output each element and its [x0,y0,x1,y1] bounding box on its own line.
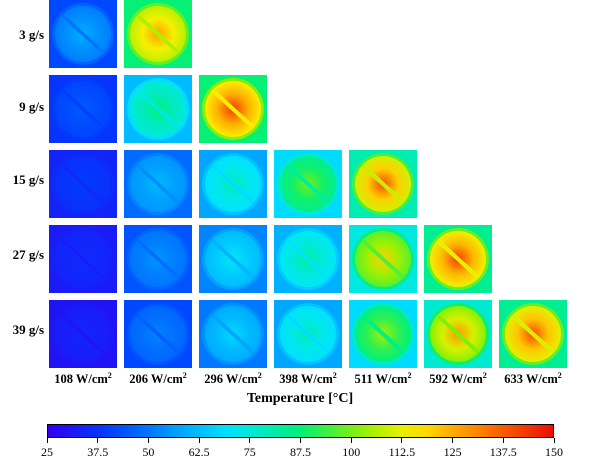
column-label-value: 108 W/cm [54,372,108,386]
colorbar-tick-label: 37.5 [87,445,109,459]
colorbar-tick [147,438,149,443]
thermal-tile [424,225,492,293]
thermal-tile [124,225,192,293]
row-label: 39 g/s [12,322,44,337]
tile-gap-core [285,238,331,280]
colorbar-tick [97,438,99,443]
column-label-value: 398 W/cm [279,372,333,386]
tile-gap-core [360,163,406,205]
thermal-map-grid: 3 g/s 9 g/s 15 g/s 27 g/s 39 g/s 108 W/cm2 206… [12,0,571,387]
colorbar-tick [452,438,454,443]
thermal-tile [424,300,492,368]
tile-gap-core [135,163,181,205]
column-label-exponent: 2 [407,371,412,380]
row-label: 27 g/s [12,247,44,262]
thermal-tile [124,0,192,68]
thermal-tile [349,300,417,368]
colorbar-tick [401,438,403,443]
tile-gap-core [285,313,331,355]
column-label-exponent: 2 [107,371,112,380]
colorbar-tick-label: 25 [41,445,53,459]
tile-gap-core [360,313,406,355]
column-label-value: 633 W/cm [504,372,558,386]
column-label-value: 511 W/cm [354,372,408,386]
tile-gap-core [510,313,556,355]
column-label: 398 W/cm2 [270,371,346,387]
colorbar [47,424,554,438]
colorbar-title: Temperature [°C] [246,391,354,406]
thermal-tile [274,300,342,368]
thermal-tile [274,150,342,218]
tile-gap-core [135,13,181,55]
thermal-tile [49,0,117,68]
colorbar-tick [46,438,48,443]
column-label-exponent: 2 [257,371,262,380]
column-label: 108 W/cm2 [45,371,121,387]
tile-gap-core [60,88,106,130]
tile-gap-core [60,313,106,355]
colorbar-tick-label: 87.5 [290,445,311,459]
colorbar-tick-label: 50 [142,445,155,459]
colorbar-tick [502,438,504,443]
tile-gap-core [210,313,256,355]
thermal-tile [199,225,267,293]
thermal-tile [199,300,267,368]
tile-gap-core [135,238,181,280]
column-label: 592 W/cm2 [420,371,496,387]
thermal-tile [349,225,417,293]
colorbar-tick-label: 100 [342,445,361,459]
tile-gap-core [60,163,106,205]
colorbar-tick [350,438,352,443]
tile-gap-core [435,238,481,280]
tile-gap-core [360,238,406,280]
column-label-value: 206 W/cm [129,372,183,386]
tile-gap-core [135,313,181,355]
column-label-exponent: 2 [482,371,487,380]
column-label-value: 592 W/cm [429,372,483,386]
colorbar-tick-label: 125 [443,445,462,459]
thermal-tile [49,225,117,293]
thermal-tile [199,150,267,218]
tile-gap-core [60,13,106,55]
column-label: 206 W/cm2 [120,371,196,387]
row-label: 15 g/s [12,172,44,187]
tile-gap-core [285,163,331,205]
column-label: 296 W/cm2 [195,371,271,387]
column-label-value: 296 W/cm [204,372,258,386]
thermal-tile [124,75,192,143]
colorbar-tick-label: 112.5 [388,445,416,459]
colorbar-tick-label: 137.5 [489,445,517,459]
tile-gap-core [435,313,481,355]
colorbar-tick [300,438,301,443]
row-label: 9 g/s [19,99,44,114]
row-label: 3 g/s [19,27,44,42]
tile-gap-core [135,88,181,130]
thermal-tile [124,150,192,218]
thermal-tile [49,300,117,368]
tile-gap-core [60,238,106,280]
thermal-tile [499,300,567,368]
tile-gap-core [210,238,256,280]
column-label-exponent: 2 [557,371,562,380]
column-label: 511 W/cm2 [345,371,421,387]
colorbar-tick [249,438,251,443]
colorbar-tick [553,438,555,443]
thermal-tile [49,150,117,218]
column-label: 633 W/cm2 [495,371,571,387]
column-label-exponent: 2 [332,371,337,380]
colorbar-tick-label: 75 [243,445,256,459]
column-label-exponent: 2 [182,371,187,380]
thermal-tile [199,75,267,143]
tile-gap-core [210,163,256,205]
colorbar-tick-label: 150 [545,445,563,459]
colorbar-tick-label: 62.5 [188,445,210,459]
thermal-tile [49,75,117,143]
thermal-tile [274,225,342,293]
colorbar-tick [198,438,200,443]
thermal-tile [349,150,417,218]
tile-gap-core [210,88,256,130]
thermal-tile [124,300,192,368]
